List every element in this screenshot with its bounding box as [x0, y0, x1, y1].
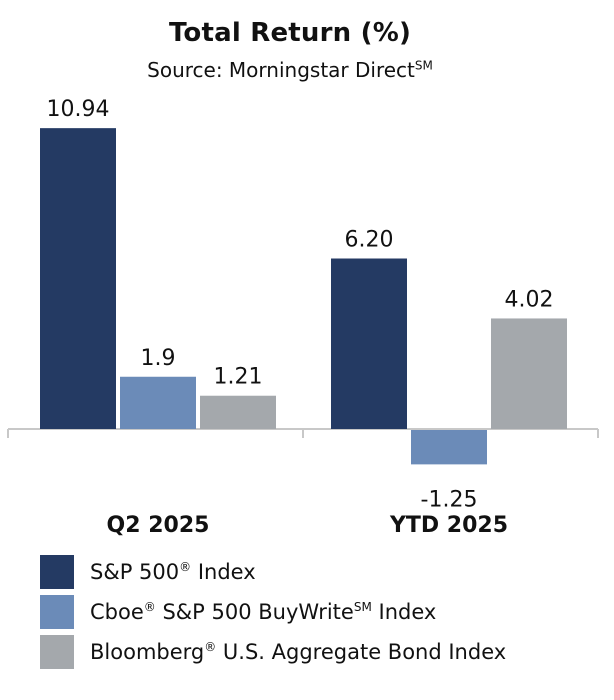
chart-title: Total Return (%)	[168, 18, 412, 48]
data-label: 4.02	[505, 287, 554, 312]
bar	[491, 318, 567, 429]
data-label: -1.25	[421, 487, 478, 512]
bar	[331, 258, 407, 429]
chart-subtitle: Source: Morningstar DirectSM	[0, 58, 580, 82]
subtitle-superscript: SM	[414, 58, 433, 73]
legend-label-bloomberg: Bloomberg® U.S. Aggregate Bond Index	[90, 640, 507, 664]
legend-swatch-buywrite	[40, 595, 74, 629]
chart-legend: S&P 500® Index Cboe® S&P 500 BuyWriteSM …	[40, 552, 506, 672]
bar-chart: 10.94 1.9 1.21 Q2 2025 6.20 -1.25 4.02 YTD 2025	[7, 97, 599, 538]
legend-swatch-bloomberg	[40, 635, 74, 669]
legend-swatch-sp500	[40, 555, 74, 589]
data-label: 10.94	[47, 97, 110, 122]
legend-label-sp500: S&P 500® Index	[90, 560, 256, 584]
bar	[411, 430, 487, 465]
legend-item-buywrite: Cboe® S&P 500 BuyWriteSM Index	[40, 592, 506, 632]
bar	[120, 376, 196, 429]
data-label: 1.9	[141, 346, 176, 371]
subtitle-text: Source: Morningstar Direct	[147, 58, 415, 82]
legend-item-sp500: S&P 500® Index	[40, 552, 506, 592]
category-label: YTD 2025	[389, 513, 508, 538]
data-label: 1.21	[214, 365, 263, 390]
category-label: Q2 2025	[107, 513, 210, 538]
legend-label-buywrite: Cboe® S&P 500 BuyWriteSM Index	[90, 600, 437, 624]
bar	[40, 128, 116, 429]
bar	[200, 395, 276, 429]
legend-item-bloomberg: Bloomberg® U.S. Aggregate Bond Index	[40, 632, 506, 672]
data-label: 6.20	[345, 228, 394, 253]
